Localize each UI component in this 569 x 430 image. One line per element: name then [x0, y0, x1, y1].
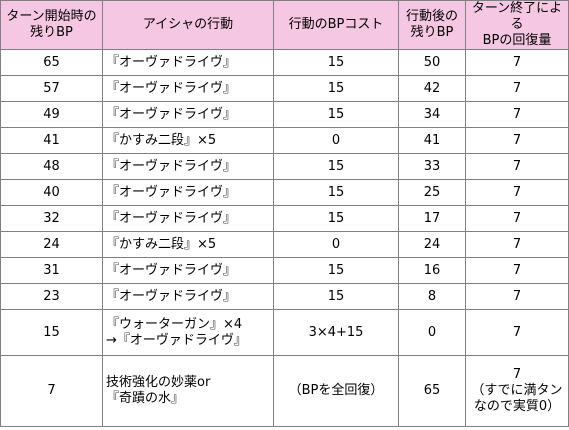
cell-bp-cost: 15 — [273, 153, 399, 180]
cell-recovery: 7 — [465, 205, 569, 232]
cell-action: 『ウォーターガン』×4 →『オーヴァドライヴ』 — [102, 309, 274, 356]
cell-action: 『オーヴァドライヴ』 — [102, 283, 274, 310]
cell-start-bp: 31 — [0, 257, 103, 284]
cell-recovery: 7 — [465, 75, 569, 102]
cell-bp-cost: 15 — [273, 179, 399, 206]
cell-action: 『オーヴァドライヴ』 — [102, 257, 274, 284]
cell-bp-cost: 3×4+15 — [273, 309, 399, 356]
cell-start-bp: 23 — [0, 283, 103, 310]
cell-start-bp: 65 — [0, 49, 103, 76]
cell-start-bp: 41 — [0, 127, 103, 154]
table-row: 41 『かすみ二段』×5 0 41 7 — [0, 127, 569, 154]
cell-after-bp: 42 — [398, 75, 466, 102]
header-recovery: ターン終了による BPの回復量 — [465, 0, 569, 50]
cell-after-bp: 41 — [398, 127, 466, 154]
header-start-bp: ターン開始時の 残りBP — [0, 0, 103, 50]
table-row: 65 『オーヴァドライヴ』 15 50 7 — [0, 49, 569, 76]
cell-bp-cost: 0 — [273, 231, 399, 258]
table-row: 48 『オーヴァドライヴ』 15 33 7 — [0, 153, 569, 180]
cell-start-bp: 32 — [0, 205, 103, 232]
cell-recovery: 7 — [465, 153, 569, 180]
cell-after-bp: 24 — [398, 231, 466, 258]
cell-recovery: 7 — [465, 283, 569, 310]
cell-start-bp: 15 — [0, 309, 103, 356]
cell-action: 『オーヴァドライヴ』 — [102, 153, 274, 180]
cell-action: 『オーヴァドライヴ』 — [102, 179, 274, 206]
header-after-bp: 行動後の 残りBP — [398, 0, 466, 50]
header-action: アイシャの行動 — [102, 0, 274, 50]
cell-after-bp: 50 — [398, 49, 466, 76]
cell-recovery: 7 — [465, 49, 569, 76]
cell-bp-cost: 15 — [273, 205, 399, 232]
cell-after-bp: 25 — [398, 179, 466, 206]
cell-action: 『オーヴァドライヴ』 — [102, 205, 274, 232]
cell-action: 技術強化の妙薬or 『奇蹟の水』 — [102, 355, 274, 427]
cell-bp-cost: 15 — [273, 257, 399, 284]
cell-after-bp: 34 — [398, 101, 466, 128]
cell-start-bp: 7 — [0, 355, 103, 427]
cell-after-bp: 33 — [398, 153, 466, 180]
header-bp-cost: 行動のBPコスト — [273, 0, 399, 50]
table-row: 49 『オーヴァドライヴ』 15 34 7 — [0, 101, 569, 128]
cell-bp-cost: 15 — [273, 283, 399, 310]
cell-action: 『オーヴァドライヴ』 — [102, 49, 274, 76]
cell-action: 『オーヴァドライヴ』 — [102, 101, 274, 128]
table-row: 57 『オーヴァドライヴ』 15 42 7 — [0, 75, 569, 102]
cell-bp-cost: 0 — [273, 127, 399, 154]
cell-action: 『かすみ二段』×5 — [102, 231, 274, 258]
cell-recovery: 7 — [465, 179, 569, 206]
cell-start-bp: 49 — [0, 101, 103, 128]
table-row: 15 『ウォーターガン』×4 →『オーヴァドライヴ』 3×4+15 0 7 — [0, 309, 569, 356]
table-row: 7 技術強化の妙薬or 『奇蹟の水』 （BPを全回復） 65 7 （すでに満タン なので実質0… — [0, 355, 569, 427]
cell-action: 『オーヴァドライヴ』 — [102, 75, 274, 102]
cell-start-bp: 48 — [0, 153, 103, 180]
cell-start-bp: 24 — [0, 231, 103, 258]
cell-recovery: 7 — [465, 231, 569, 258]
cell-bp-cost: 15 — [273, 49, 399, 76]
cell-action: 『かすみ二段』×5 — [102, 127, 274, 154]
header-row: ターン開始時の 残りBP アイシャの行動 行動のBPコスト 行動後の 残りBP … — [0, 0, 569, 50]
cell-after-bp: 0 — [398, 309, 466, 356]
cell-recovery: 7 — [465, 257, 569, 284]
cell-start-bp: 57 — [0, 75, 103, 102]
cell-after-bp: 17 — [398, 205, 466, 232]
cell-recovery: 7 — [465, 309, 569, 356]
table-row: 40 『オーヴァドライヴ』 15 25 7 — [0, 179, 569, 206]
table-row: 31 『オーヴァドライヴ』 15 16 7 — [0, 257, 569, 284]
cell-bp-cost: 15 — [273, 75, 399, 102]
cell-bp-cost: 15 — [273, 101, 399, 128]
cell-after-bp: 65 — [398, 355, 466, 427]
table-row: 23 『オーヴァドライヴ』 15 8 7 — [0, 283, 569, 310]
cell-recovery: 7 — [465, 101, 569, 128]
table-row: 32 『オーヴァドライヴ』 15 17 7 — [0, 205, 569, 232]
cell-bp-cost: （BPを全回復） — [273, 355, 399, 427]
cell-recovery: 7 — [465, 127, 569, 154]
table-row: 24 『かすみ二段』×5 0 24 7 — [0, 231, 569, 258]
cell-start-bp: 40 — [0, 179, 103, 206]
cell-recovery: 7 （すでに満タン なので実質0） — [465, 355, 569, 427]
cell-after-bp: 16 — [398, 257, 466, 284]
cell-after-bp: 8 — [398, 283, 466, 310]
